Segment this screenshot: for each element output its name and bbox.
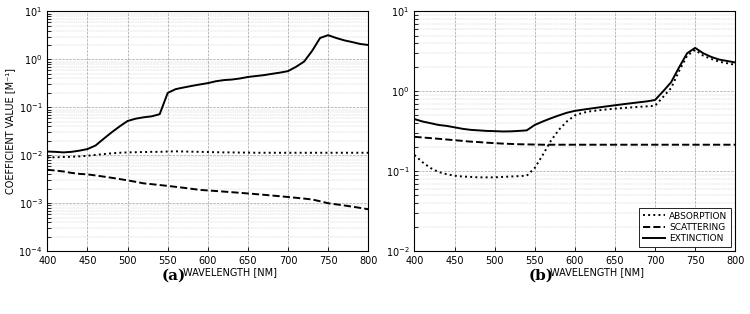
Y-axis label: COEFFICIENT VALUE [M⁻¹]: COEFFICIENT VALUE [M⁻¹] [5, 68, 16, 194]
Text: WAVELENGTH [NM]: WAVELENGTH [NM] [183, 268, 278, 278]
Text: (a): (a) [162, 268, 186, 283]
Text: (b): (b) [529, 268, 554, 283]
Text: WAVELENGTH [NM]: WAVELENGTH [NM] [550, 268, 644, 278]
Legend: ABSORPTION, SCATTERING, EXTINCTION: ABSORPTION, SCATTERING, EXTINCTION [639, 208, 730, 247]
